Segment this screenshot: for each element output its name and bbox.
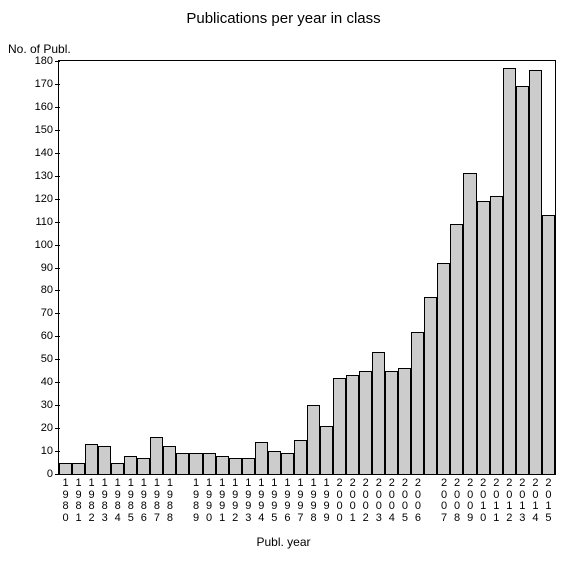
y-tick: 150	[35, 124, 59, 136]
x-tick: 2007	[438, 474, 451, 524]
y-tick: 90	[41, 262, 59, 274]
bar	[203, 453, 216, 474]
bar	[72, 463, 85, 474]
y-axis-caption: No. of Publ.	[8, 42, 71, 56]
bars-group	[59, 61, 555, 474]
x-tick: 2014	[529, 474, 542, 524]
bar	[268, 451, 281, 474]
y-tick: 50	[41, 353, 59, 365]
bar	[229, 458, 242, 474]
x-tick: 2004	[385, 474, 398, 524]
y-tick: 40	[41, 376, 59, 388]
y-tick: 60	[41, 330, 59, 342]
x-tick: 1998	[307, 474, 320, 524]
x-tick: 1983	[98, 474, 111, 524]
x-tick: 1987	[150, 474, 163, 524]
x-tick: 2013	[516, 474, 529, 524]
y-tick: 140	[35, 147, 59, 159]
y-tick: 100	[35, 239, 59, 251]
bar	[242, 458, 255, 474]
bar	[111, 463, 124, 474]
x-tick: 1981	[72, 474, 85, 524]
x-tick: 2001	[346, 474, 359, 524]
bar	[150, 437, 163, 474]
bar	[490, 196, 503, 474]
bar	[477, 201, 490, 474]
bar	[529, 70, 542, 474]
y-tick: 20	[41, 422, 59, 434]
x-tick: 1994	[255, 474, 268, 524]
plot-area: 0102030405060708090100110120130140150160…	[58, 60, 556, 475]
bar	[516, 86, 529, 474]
y-tick: 10	[41, 445, 59, 457]
x-tick: 1984	[111, 474, 124, 524]
bar	[124, 456, 137, 474]
x-tick: 1989	[190, 474, 203, 524]
y-tick: 80	[41, 284, 59, 296]
bar	[85, 444, 98, 474]
bar	[255, 442, 268, 474]
bar	[281, 453, 294, 474]
x-tick: 2012	[503, 474, 516, 524]
y-tick: 130	[35, 170, 59, 182]
x-tick: 2000	[333, 474, 346, 524]
y-tick: 170	[35, 78, 59, 90]
bar	[437, 263, 450, 474]
y-tick: 160	[35, 101, 59, 113]
x-tick: 2002	[359, 474, 372, 524]
bar	[503, 68, 516, 474]
x-tick: 2008	[451, 474, 464, 524]
x-tick: 2009	[464, 474, 477, 524]
bar	[398, 368, 411, 474]
x-tick: 1990	[203, 474, 216, 524]
chart-container: Publications per year in class No. of Pu…	[0, 0, 567, 567]
bar	[463, 173, 476, 474]
x-axis-caption: Publ. year	[0, 535, 567, 549]
y-tick: 0	[47, 468, 59, 480]
x-tick: 1997	[294, 474, 307, 524]
bar	[294, 440, 307, 474]
y-tick: 180	[35, 55, 59, 67]
bar	[307, 405, 320, 474]
x-tick: 1993	[242, 474, 255, 524]
bar	[346, 375, 359, 474]
x-tick: 1999	[320, 474, 333, 524]
bar	[450, 224, 463, 474]
y-tick: 70	[41, 307, 59, 319]
bar	[411, 332, 424, 474]
bar	[359, 371, 372, 474]
bar	[542, 215, 555, 474]
x-tick: 1992	[229, 474, 242, 524]
bar	[320, 426, 333, 474]
x-tick: 1985	[124, 474, 137, 524]
y-tick: 110	[35, 216, 59, 228]
bar	[189, 453, 202, 474]
x-tick: 1982	[85, 474, 98, 524]
bar	[385, 371, 398, 474]
y-tick: 30	[41, 399, 59, 411]
x-tick: 1988	[163, 474, 176, 524]
bar	[424, 297, 437, 474]
x-tick: 1995	[268, 474, 281, 524]
x-tick: 2003	[372, 474, 385, 524]
bar	[137, 458, 150, 474]
x-tick: 1980	[59, 474, 72, 524]
bar	[163, 446, 176, 474]
bar	[98, 446, 111, 474]
x-tick: 2006	[411, 474, 424, 524]
x-tick: 1986	[137, 474, 150, 524]
x-tick: 2005	[398, 474, 411, 524]
x-tick: 2011	[490, 474, 503, 524]
x-tick: 2010	[477, 474, 490, 524]
x-tick: 2015	[542, 474, 555, 524]
x-tick: 1991	[216, 474, 229, 524]
chart-title: Publications per year in class	[0, 10, 567, 27]
bar	[333, 378, 346, 474]
bar	[216, 456, 229, 474]
bar	[59, 463, 72, 474]
bar	[176, 453, 189, 474]
bar	[372, 352, 385, 474]
x-tick: 1996	[281, 474, 294, 524]
y-tick: 120	[35, 193, 59, 205]
